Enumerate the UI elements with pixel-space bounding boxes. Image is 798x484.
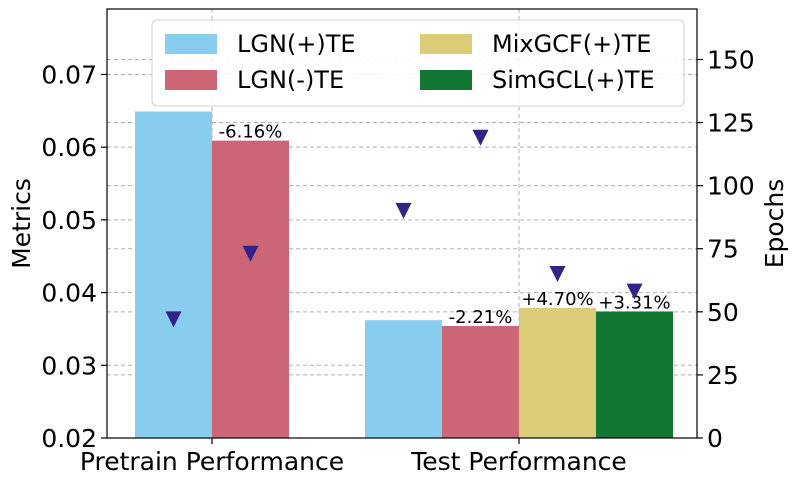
y-tick-label-3: 0.05 [41,206,97,235]
legend-swatch-1 [165,70,217,90]
epoch-marker-2 [395,202,412,219]
legend-label-3: SimGCL(+)TE [492,66,655,94]
y-tick-label-4: 0.06 [41,133,97,162]
epoch-marker-3 [472,129,489,146]
y2-axis-label: Epochs [760,179,789,269]
legend-swatch-0 [165,34,217,54]
bar-label-0: -6.16% [219,122,283,143]
x-tick-label-1: Test Performance [410,447,627,476]
x-tick-label-0: Pretrain Performance [80,447,344,476]
bar-label-1: -2.21% [449,307,513,328]
y2-tick-label-2: 50 [707,298,739,327]
bar-0-0 [135,111,212,438]
y2-tick-label-1: 25 [707,361,739,390]
y2-tick-label-3: 75 [707,235,739,264]
legend-swatch-3 [420,70,472,90]
y-axis-label: Metrics [7,178,36,269]
y-tick-label-0: 0.02 [41,424,97,453]
bar-label-2: +4.70% [521,289,593,310]
legend-label-1: LGN(-)TE [237,66,344,94]
legend-box [151,19,685,107]
y-tick-label-1: 0.03 [41,351,97,380]
y2-tick-label-5: 125 [707,109,755,138]
legend-swatch-2 [420,34,472,54]
y2-tick-label-6: 150 [707,45,755,74]
epoch-marker-5 [626,283,643,300]
legend-label-0: LGN(+)TE [237,30,356,58]
bar-label-3: +3.31% [598,292,670,313]
y-tick-label-2: 0.04 [41,279,97,308]
bar-3-1 [596,311,673,438]
legend-label-2: MixGCF(+)TE [492,30,651,58]
epoch-marker-4 [549,265,566,282]
epoch-marker-1 [242,245,259,262]
bar-0-1 [365,320,442,438]
bar-2-1 [519,307,596,438]
epoch-marker-0 [165,311,182,328]
y2-tick-label-4: 100 [707,172,755,201]
bar-1-0 [212,140,289,439]
bar-1-1 [442,326,519,438]
y-tick-label-5: 0.07 [41,60,97,89]
y2-tick-label-0: 0 [707,424,723,453]
plot-frame [106,8,698,439]
